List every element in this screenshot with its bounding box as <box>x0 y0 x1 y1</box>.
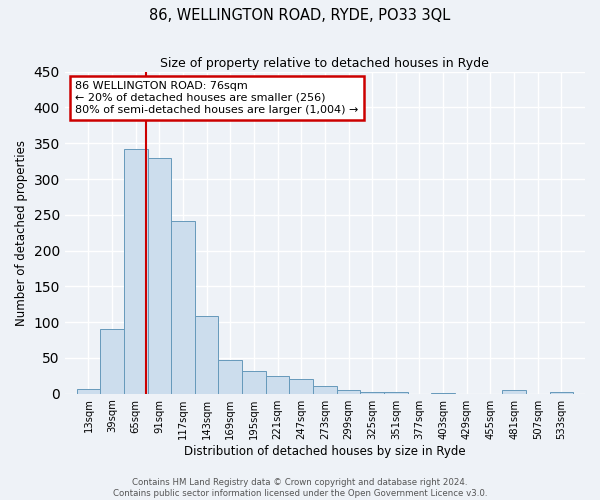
Title: Size of property relative to detached houses in Ryde: Size of property relative to detached ho… <box>160 58 490 70</box>
Bar <box>502 390 526 394</box>
Bar <box>148 158 171 394</box>
Text: 86, WELLINGTON ROAD, RYDE, PO33 3QL: 86, WELLINGTON ROAD, RYDE, PO33 3QL <box>149 8 451 22</box>
Bar <box>171 220 195 394</box>
Bar <box>100 330 124 394</box>
Text: Contains HM Land Registry data © Crown copyright and database right 2024.
Contai: Contains HM Land Registry data © Crown c… <box>113 478 487 498</box>
Bar <box>361 392 384 394</box>
Bar <box>289 378 313 394</box>
Bar <box>266 376 289 394</box>
Bar <box>550 392 573 394</box>
Bar <box>384 392 407 394</box>
Bar <box>242 371 266 394</box>
Bar <box>218 360 242 394</box>
Bar <box>313 386 337 394</box>
Bar <box>124 149 148 394</box>
Bar <box>77 388 100 394</box>
Y-axis label: Number of detached properties: Number of detached properties <box>15 140 28 326</box>
Bar <box>337 390 361 394</box>
Text: 86 WELLINGTON ROAD: 76sqm
← 20% of detached houses are smaller (256)
80% of semi: 86 WELLINGTON ROAD: 76sqm ← 20% of detac… <box>75 82 359 114</box>
Bar <box>195 316 218 394</box>
Bar <box>431 393 455 394</box>
X-axis label: Distribution of detached houses by size in Ryde: Distribution of detached houses by size … <box>184 444 466 458</box>
